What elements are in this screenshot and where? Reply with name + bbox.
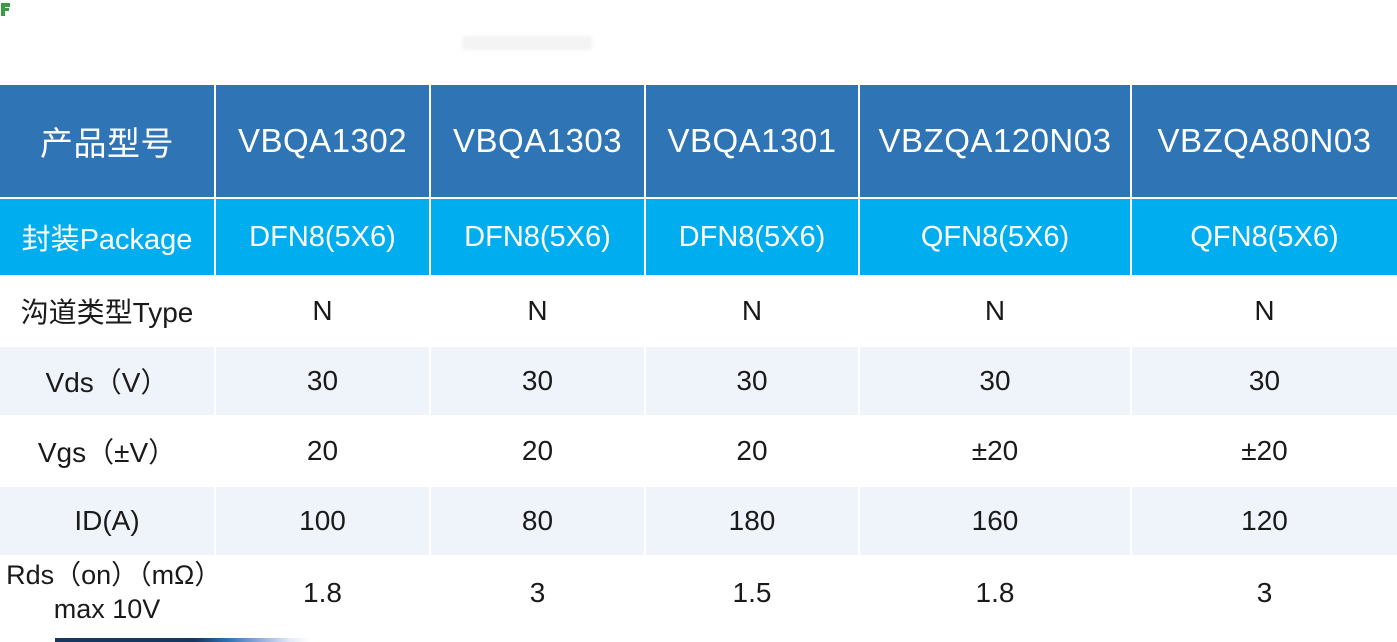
row-label: ID(A) — [0, 485, 216, 557]
cell: DFN8(5X6) — [429, 197, 646, 277]
cell: 3 — [429, 555, 646, 628]
cell: DFN8(5X6) — [644, 197, 860, 277]
column-header: VBZQA80N03 — [1130, 85, 1397, 199]
faint-watermark — [462, 36, 592, 50]
corner-header: 产品型号 — [0, 85, 216, 199]
row-label: 沟道类型Type — [0, 275, 216, 347]
column-header: VBQA1302 — [214, 85, 431, 199]
cell: N — [429, 275, 646, 347]
row-label: 封装Package — [0, 197, 216, 277]
row-label: Rds（on）（mΩ）max 10V — [0, 555, 216, 628]
table-row-package: 封装Package DFN8(5X6) DFN8(5X6) DFN8(5X6) … — [0, 197, 1397, 277]
cell: N — [214, 275, 431, 347]
cutoff-next-row-strip — [55, 638, 310, 642]
cell: 30 — [429, 345, 646, 417]
cell: QFN8(5X6) — [858, 197, 1132, 277]
table-row-vds: Vds（V） 30 30 30 30 30 — [0, 345, 1397, 417]
row-label: Vgs（±V） — [0, 415, 216, 487]
cell: N — [644, 275, 860, 347]
row-label: Vds（V） — [0, 345, 216, 417]
table-row-id: ID(A) 100 80 180 160 120 — [0, 485, 1397, 557]
cell: QFN8(5X6) — [1130, 197, 1397, 277]
cell: 160 — [858, 485, 1132, 557]
table-row-channel-type: 沟道类型Type N N N N N — [0, 275, 1397, 347]
cell: 120 — [1130, 485, 1397, 557]
cell: 30 — [1130, 345, 1397, 417]
cell: ±20 — [1130, 415, 1397, 487]
cell: 20 — [429, 415, 646, 487]
column-header: VBQA1303 — [429, 85, 646, 199]
cell: DFN8(5X6) — [214, 197, 431, 277]
table-header-row: 产品型号 VBQA1302 VBQA1303 VBQA1301 VBZQA120… — [0, 85, 1397, 199]
cell: 1.5 — [644, 555, 860, 628]
cell: 1.8 — [858, 555, 1132, 628]
product-spec-table: 产品型号 VBQA1302 VBQA1303 VBQA1301 VBZQA120… — [0, 85, 1397, 628]
cell: ±20 — [858, 415, 1132, 487]
table-row-rds-on: Rds（on）（mΩ）max 10V 1.8 3 1.5 1.8 3 — [0, 555, 1397, 628]
cell: 30 — [644, 345, 860, 417]
cell: 3 — [1130, 555, 1397, 628]
column-header: VBZQA120N03 — [858, 85, 1132, 199]
cell: N — [1130, 275, 1397, 347]
cell: 180 — [644, 485, 860, 557]
cell: 20 — [214, 415, 431, 487]
cell: 1.8 — [214, 555, 431, 628]
green-corner-artifact-icon — [1, 3, 10, 16]
column-header: VBQA1301 — [644, 85, 860, 199]
cell: 80 — [429, 485, 646, 557]
cell: 20 — [644, 415, 860, 487]
cell: 100 — [214, 485, 431, 557]
table-row-vgs: Vgs（±V） 20 20 20 ±20 ±20 — [0, 415, 1397, 487]
cell: 30 — [858, 345, 1132, 417]
cell: 30 — [214, 345, 431, 417]
cell: N — [858, 275, 1132, 347]
